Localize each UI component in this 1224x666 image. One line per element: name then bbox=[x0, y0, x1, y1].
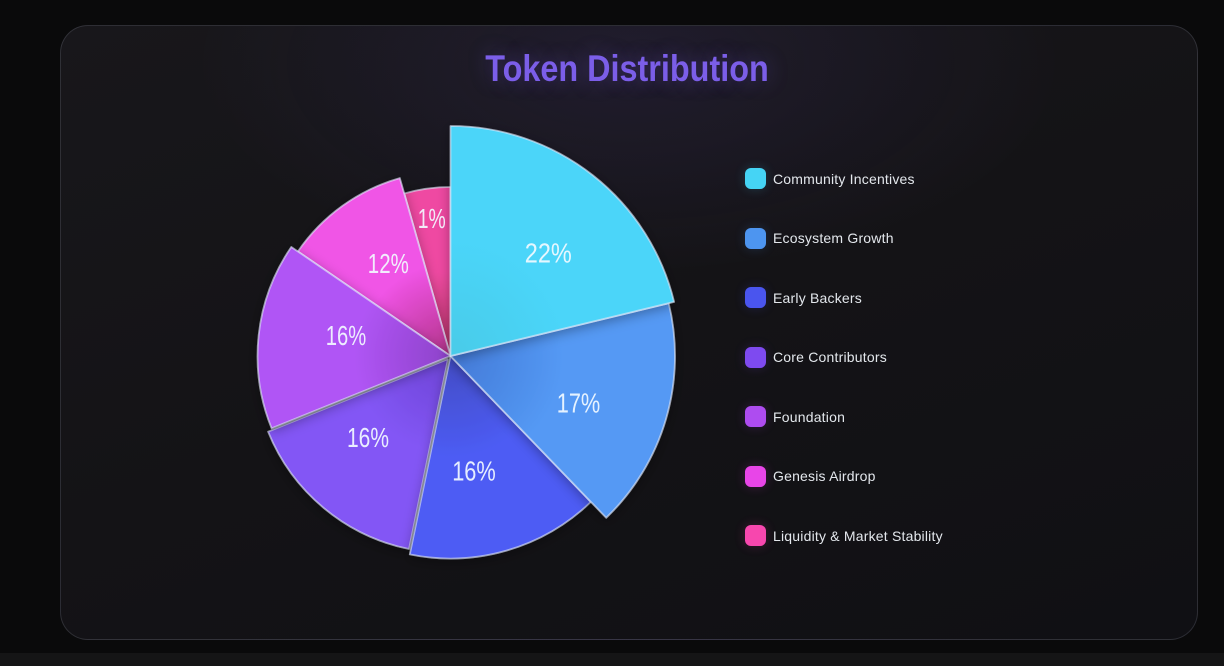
svg-text:16%: 16% bbox=[347, 422, 389, 453]
svg-text:1%: 1% bbox=[418, 203, 446, 234]
svg-text:22%: 22% bbox=[525, 237, 572, 268]
svg-text:16%: 16% bbox=[326, 320, 367, 351]
svg-text:16%: 16% bbox=[452, 456, 496, 487]
svg-text:12%: 12% bbox=[368, 248, 409, 279]
svg-text:17%: 17% bbox=[557, 388, 601, 419]
